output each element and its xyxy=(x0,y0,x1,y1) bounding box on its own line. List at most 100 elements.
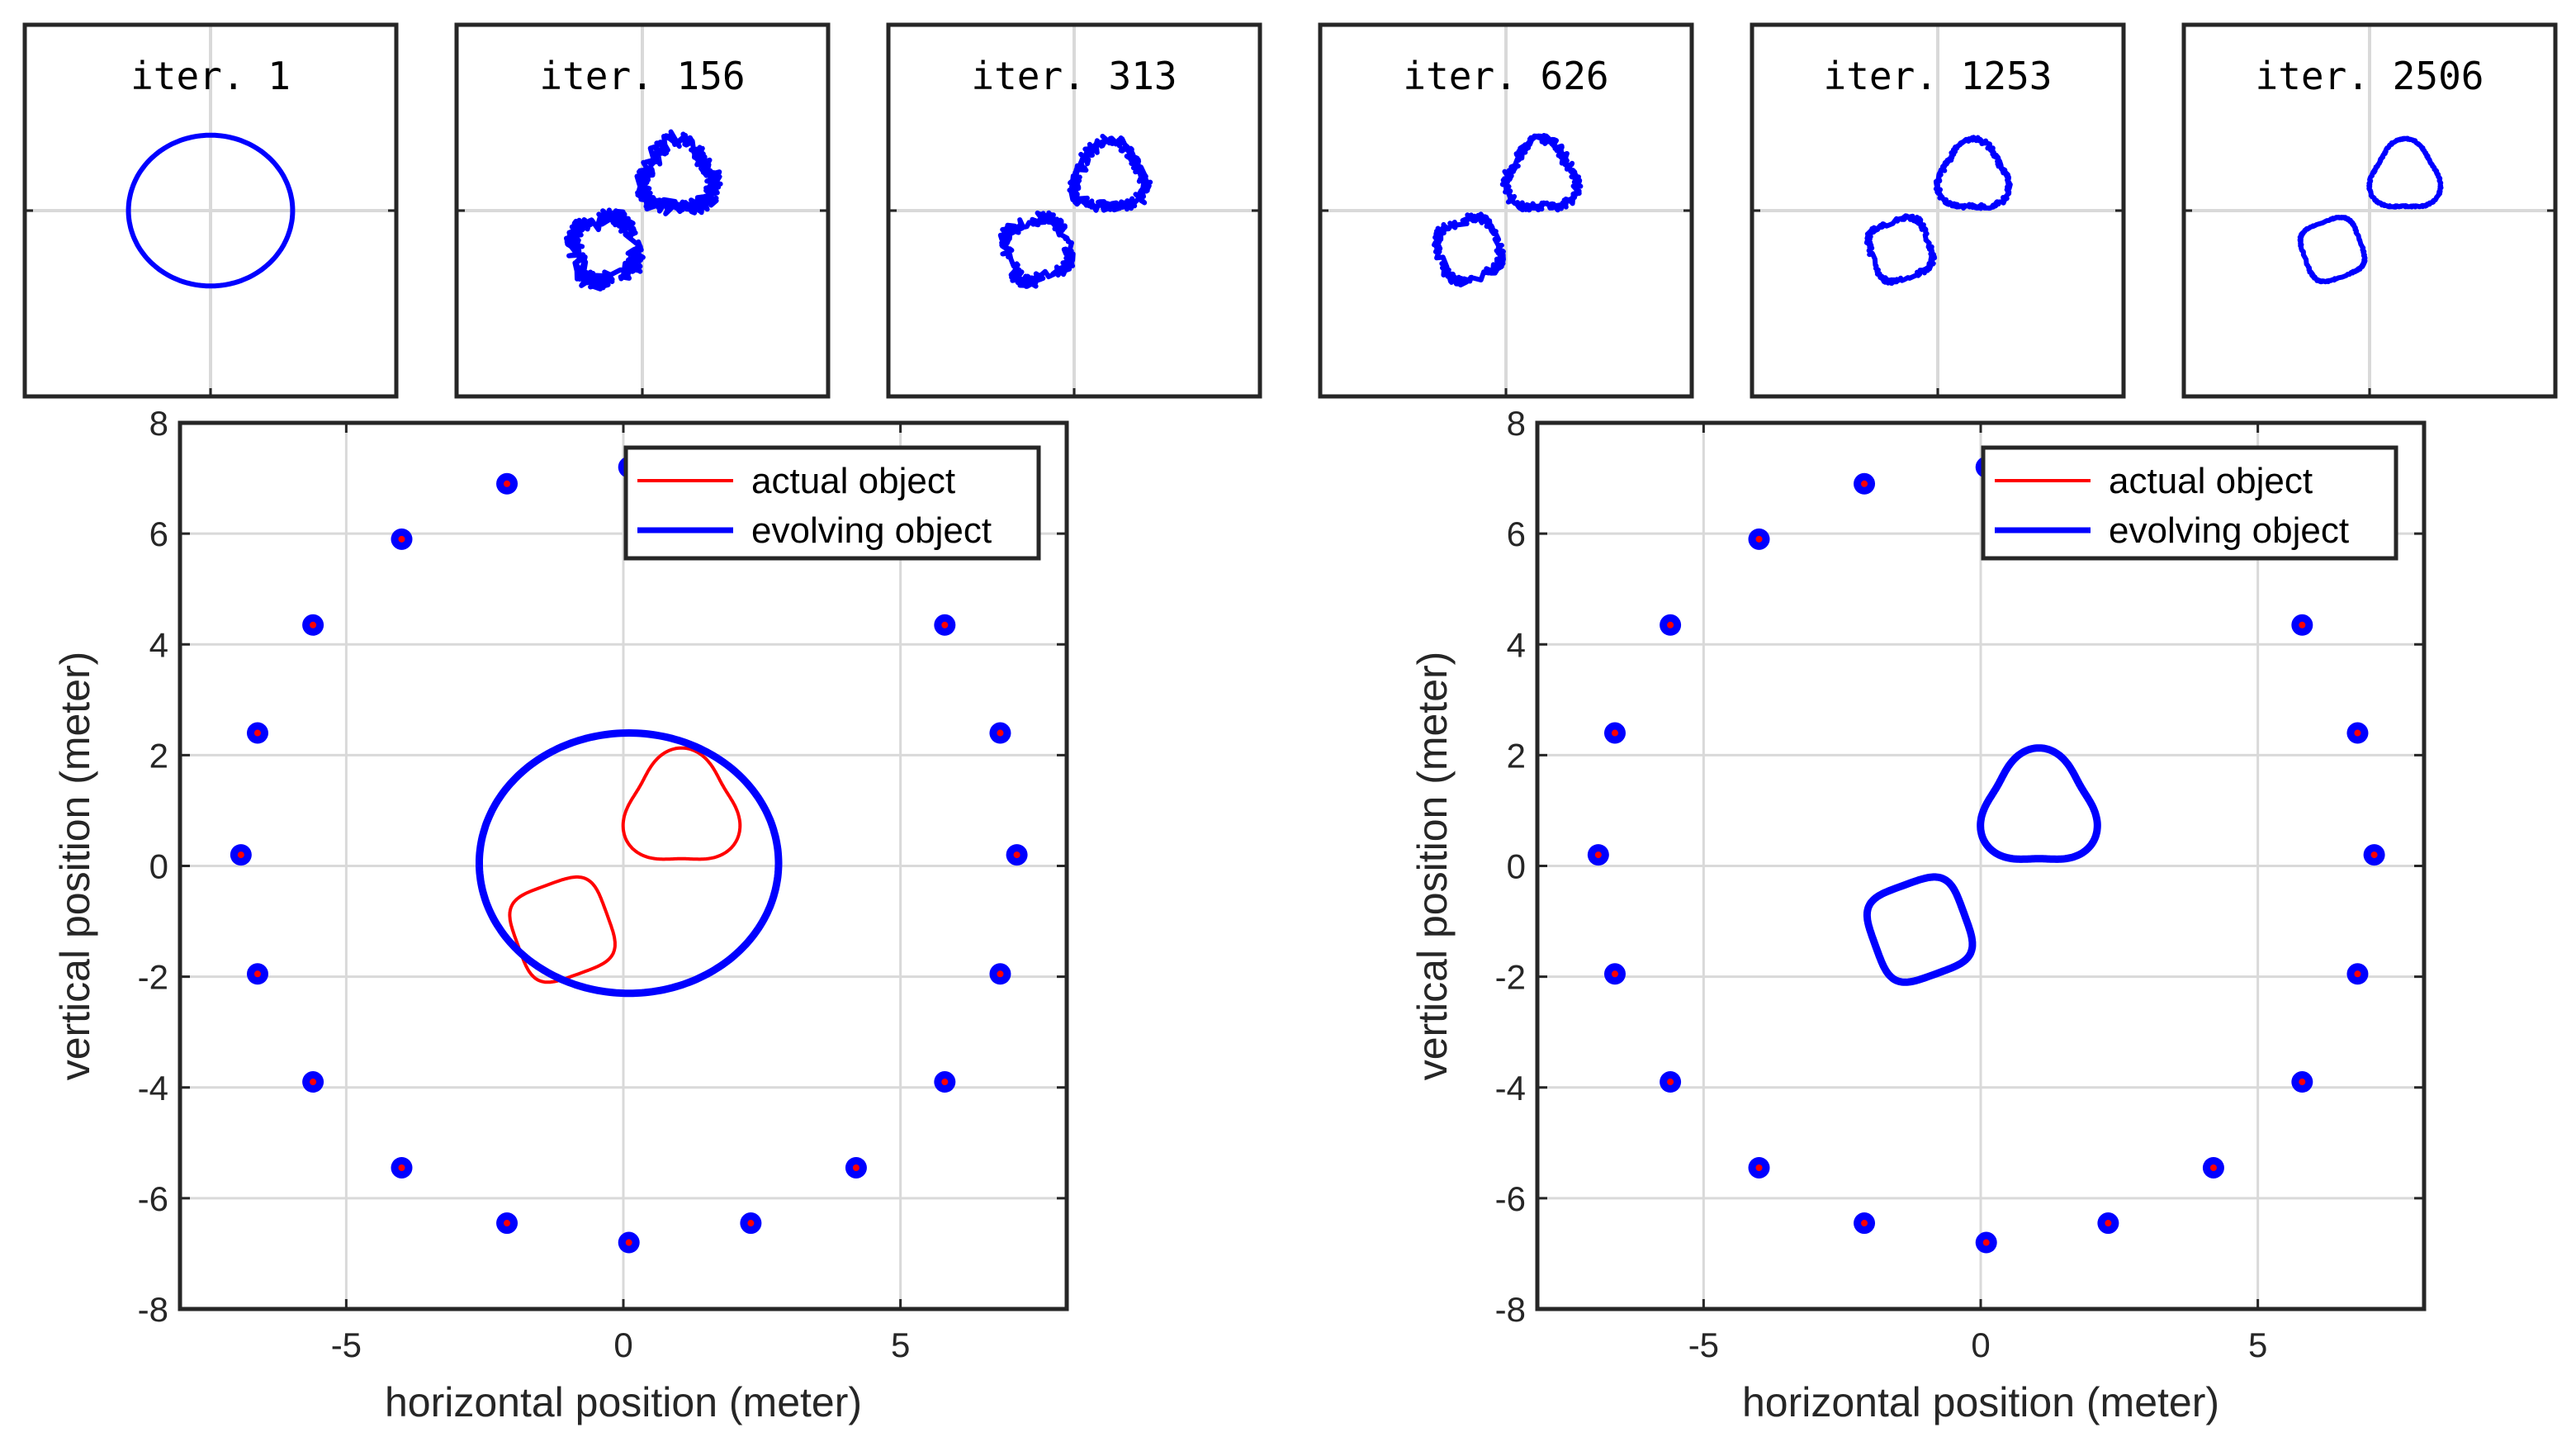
antenna-center xyxy=(2299,1079,2306,1086)
y-tick-label: 2 xyxy=(1507,736,1526,775)
iteration-title: iter. 2506 xyxy=(2256,54,2484,98)
iteration-panel-3: iter. 313 xyxy=(886,22,1262,399)
y-tick-label: 6 xyxy=(1507,515,1526,553)
evolving-object-contour xyxy=(1863,213,1938,286)
antenna-center xyxy=(1861,480,1868,487)
y-tick-label: -6 xyxy=(138,1179,168,1218)
antenna-center xyxy=(1013,851,1020,859)
y-axis-label: vertical position (meter) xyxy=(1409,652,1456,1081)
y-tick-label: -4 xyxy=(1495,1069,1526,1107)
antenna-center xyxy=(941,621,949,628)
antenna-center xyxy=(852,1164,859,1171)
x-tick-label: -5 xyxy=(331,1326,362,1364)
iteration-title: iter. 1253 xyxy=(1824,54,2053,98)
iteration-title: iter. 313 xyxy=(971,54,1177,98)
antenna-center xyxy=(504,480,511,487)
antenna-center xyxy=(398,1164,405,1171)
evolving-object-contour xyxy=(564,207,646,292)
y-tick-label: 6 xyxy=(149,515,168,553)
evolving-object-contour xyxy=(2297,215,2368,285)
actual-object-rounded-triangle xyxy=(621,746,742,861)
antenna-center xyxy=(253,729,261,737)
antenna-center xyxy=(253,970,261,978)
y-tick-label: 2 xyxy=(149,736,168,775)
evolving-object-contour xyxy=(1432,211,1506,287)
antenna-center xyxy=(1594,851,1602,859)
y-tick-label: -2 xyxy=(138,958,168,997)
iteration-title: iter. 156 xyxy=(539,54,745,98)
legend-box xyxy=(623,445,1041,561)
antenna-center xyxy=(1611,729,1618,737)
antenna-center xyxy=(997,970,1004,978)
evolving-object-contour xyxy=(2366,135,2444,210)
evolving-object-contour xyxy=(125,132,296,289)
legend-label-evolving: evolving object xyxy=(751,510,992,551)
actual-object-rounded-square xyxy=(508,875,617,984)
evolving-object-contour xyxy=(997,210,1076,289)
antenna-center xyxy=(1861,1220,1868,1227)
antenna-center xyxy=(1611,970,1618,978)
y-axis-label: vertical position (meter) xyxy=(52,652,98,1081)
iteration-panel-2: iter. 156 xyxy=(454,22,831,399)
antenna-center xyxy=(747,1220,755,1227)
x-axis-label: horizontal position (meter) xyxy=(1742,1379,2219,1425)
iteration-title: iter. 1 xyxy=(130,54,291,98)
x-tick-label: 5 xyxy=(891,1326,910,1364)
iteration-panel-6: iter. 2506 xyxy=(2181,22,2558,399)
antenna-center xyxy=(310,1079,317,1086)
x-tick-label: 0 xyxy=(613,1326,632,1364)
iteration-title: iter. 626 xyxy=(1403,54,1608,98)
antenna-center xyxy=(2209,1164,2217,1171)
antenna-center xyxy=(237,851,244,859)
evolving-object-ellipse xyxy=(476,729,783,998)
main-plot-2: -5 0 5 8 6 4 2 0 -2 -4 -6 -8 horizontal position (me… xyxy=(1409,404,2427,1425)
antenna-center xyxy=(1755,535,1763,543)
antenna-center xyxy=(2354,729,2361,737)
legend-box xyxy=(1981,445,2398,561)
x-tick-label: 0 xyxy=(1971,1326,1990,1364)
antenna-center xyxy=(1982,1239,1990,1246)
y-tick-label: -4 xyxy=(138,1069,168,1107)
y-tick-label: 4 xyxy=(149,625,168,664)
antenna-center xyxy=(504,1220,511,1227)
iteration-panel-1: iter. 1 xyxy=(22,22,399,399)
antenna-center xyxy=(1667,621,1674,628)
y-tick-label: 0 xyxy=(1507,847,1526,886)
antenna-center xyxy=(2354,970,2361,978)
legend: actual object evolving object xyxy=(623,445,1041,561)
iteration-panel-5: iter. 1253 xyxy=(1750,22,2126,399)
x-tick-label: 5 xyxy=(2248,1326,2267,1364)
legend: actual object evolving object xyxy=(1981,445,2398,561)
antenna-center xyxy=(2299,621,2306,628)
evolving-object-contour xyxy=(634,129,723,216)
legend-label-actual: actual object xyxy=(2109,461,2313,501)
y-tick-label: -6 xyxy=(1495,1179,1526,1218)
y-tick-label: -8 xyxy=(1495,1290,1526,1329)
evolving-object-rounded-triangle xyxy=(1977,744,2101,863)
y-tick-label: 4 xyxy=(1507,625,1526,664)
evolving-object-rounded-square xyxy=(1863,873,1977,986)
antenna-center xyxy=(625,1239,632,1246)
legend-label-evolving: evolving object xyxy=(2109,510,2349,551)
antenna-center xyxy=(2370,851,2378,859)
y-tick-label: 0 xyxy=(149,847,168,886)
evolving-object-contour xyxy=(1933,135,2013,211)
y-tick-label: -8 xyxy=(138,1290,168,1329)
antenna-center xyxy=(2105,1220,2112,1227)
antenna-center xyxy=(310,621,317,628)
antenna-center xyxy=(997,729,1004,737)
y-tick-label: -2 xyxy=(1495,958,1526,997)
main-plot-1: -5 0 5 8 6 4 2 0 -2 -4 -6 -8 horizontal position (me… xyxy=(52,404,1069,1425)
x-tick-label: -5 xyxy=(1688,1326,1719,1364)
antenna-center xyxy=(1667,1079,1674,1086)
evolving-object-contour xyxy=(1499,133,1584,213)
antenna-center xyxy=(1755,1164,1763,1171)
antenna-center xyxy=(398,535,405,543)
antenna-center xyxy=(941,1079,949,1086)
legend-label-actual: actual object xyxy=(751,461,955,501)
y-tick-label: 8 xyxy=(149,404,168,443)
evolving-object-contour xyxy=(1067,134,1153,213)
x-axis-label: horizontal position (meter) xyxy=(385,1379,862,1425)
iteration-panel-4: iter. 626 xyxy=(1318,22,1694,399)
